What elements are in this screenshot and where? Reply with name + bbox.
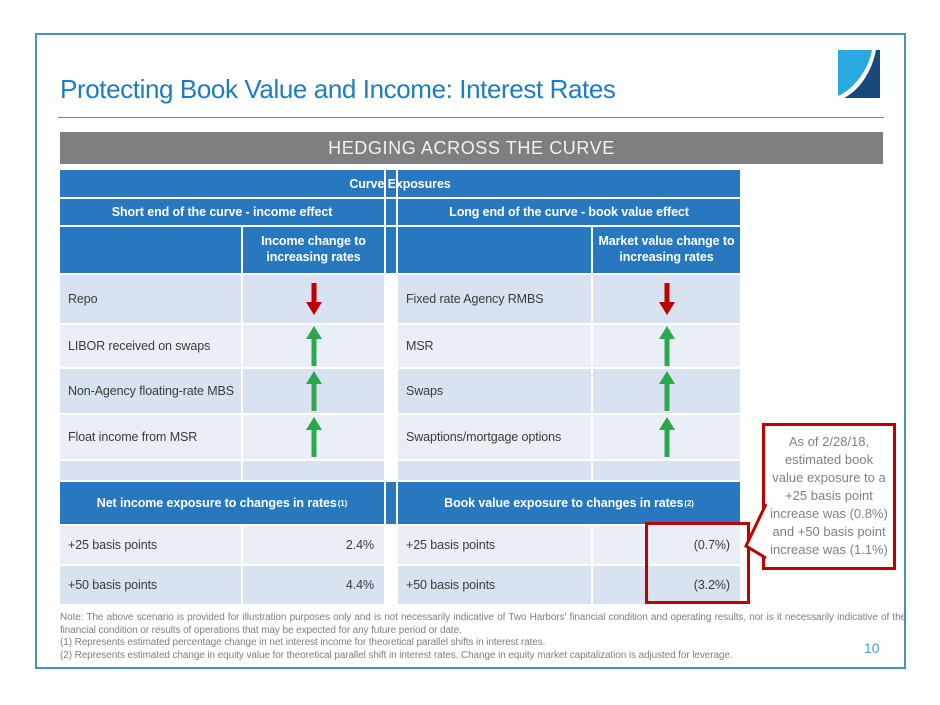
callout-text: As of 2/28/18, estimated book value expo…: [770, 434, 888, 557]
row-label: Fixed rate Agency RMBS: [398, 275, 591, 323]
disclaimer-note: Note: The above scenario is provided for…: [60, 612, 906, 636]
arrow-cell: [243, 415, 384, 459]
spacer-cell: [386, 415, 396, 459]
highlight-rectangle: [645, 522, 750, 604]
up-arrow-icon: [305, 326, 322, 366]
two-harbors-logo-icon: [838, 50, 880, 98]
title-divider: [58, 117, 884, 118]
arrow-cell: [593, 369, 740, 413]
row-value: (0.7%): [593, 526, 740, 564]
divider: [396, 170, 398, 197]
footnote-ref-2: (2): [684, 498, 694, 508]
blank-header-cell: [398, 227, 591, 273]
right-section-header-text: Book value exposure to changes in rates: [444, 496, 684, 510]
banner-hedging-across-the-curve: HEDGING ACROSS THE CURVE: [60, 132, 883, 164]
row-value: (3.2%): [593, 566, 740, 604]
row-label: LIBOR received on swaps: [60, 325, 241, 367]
row-label: +25 basis points: [398, 526, 591, 564]
footnotes: Note: The above scenario is provided for…: [60, 612, 906, 662]
arrow-cell: [593, 415, 740, 459]
page-number: 10: [864, 640, 880, 656]
spacer-cell: [386, 566, 396, 604]
row-label: +50 basis points: [60, 566, 241, 604]
right-column-header: Market value change to increasing rates: [593, 227, 740, 273]
left-section-header-text: Net income exposure to changes in rates: [96, 496, 337, 510]
right-group-header: Long end of the curve - book value effec…: [398, 199, 740, 225]
up-arrow-icon: [658, 417, 675, 457]
left-section-header: Net income exposure to changes in rates(…: [60, 482, 384, 524]
footnote-ref-1: (1): [337, 498, 348, 508]
row-label: Swaptions/mortgage options: [398, 415, 591, 459]
row-label: +25 basis points: [60, 526, 241, 564]
up-arrow-icon: [305, 417, 322, 457]
spacer-cell: [386, 227, 396, 273]
arrow-cell: [593, 325, 740, 367]
empty-cell: [243, 461, 384, 480]
down-arrow-icon: [305, 283, 322, 315]
row-label: MSR: [398, 325, 591, 367]
row-value: 2.4%: [243, 526, 384, 564]
down-arrow-icon: [658, 283, 675, 315]
blank-header-cell: [60, 227, 241, 273]
callout-box: As of 2/28/18, estimated book value expo…: [762, 423, 896, 570]
curve-exposures-table: Curve Exposures Short end of the curve -…: [60, 170, 740, 604]
spacer-cell: [386, 369, 396, 413]
left-group-header: Short end of the curve - income effect: [60, 199, 384, 225]
empty-cell: [593, 461, 740, 480]
up-arrow-icon: [658, 371, 675, 411]
right-section-header: Book value exposure to changes in rates(…: [398, 482, 740, 524]
spacer-cell: [386, 199, 396, 225]
footnote-2: (2) Represents estimated change in equit…: [60, 649, 733, 661]
spacer-cell: [386, 461, 396, 480]
arrow-cell: [243, 369, 384, 413]
spacer-cell: [386, 482, 396, 524]
arrow-cell: [593, 275, 740, 323]
row-value: 4.4%: [243, 566, 384, 604]
page-title: Protecting Book Value and Income: Intere…: [60, 74, 616, 104]
row-label: +50 basis points: [398, 566, 591, 604]
arrow-cell: [243, 325, 384, 367]
row-label: Swaps: [398, 369, 591, 413]
callout-pointer-icon: [744, 503, 768, 560]
row-label: Float income from MSR: [60, 415, 241, 459]
spacer-cell: [386, 275, 396, 323]
empty-cell: [60, 461, 241, 480]
row-label: Non-Agency floating-rate MBS: [60, 369, 241, 413]
spacer-cell: [386, 526, 396, 564]
footnote-1: (1) Represents estimated percentage chan…: [60, 637, 546, 649]
table-title: Curve Exposures: [349, 176, 451, 191]
arrow-cell: [243, 275, 384, 323]
spacer-cell: [386, 325, 396, 367]
row-label: Repo: [60, 275, 241, 323]
up-arrow-icon: [658, 326, 675, 366]
divider: [384, 170, 386, 197]
empty-cell: [398, 461, 591, 480]
left-column-header: Income change to increasing rates: [243, 227, 384, 273]
table-title-cell: Curve Exposures: [60, 170, 740, 197]
up-arrow-icon: [305, 371, 322, 411]
